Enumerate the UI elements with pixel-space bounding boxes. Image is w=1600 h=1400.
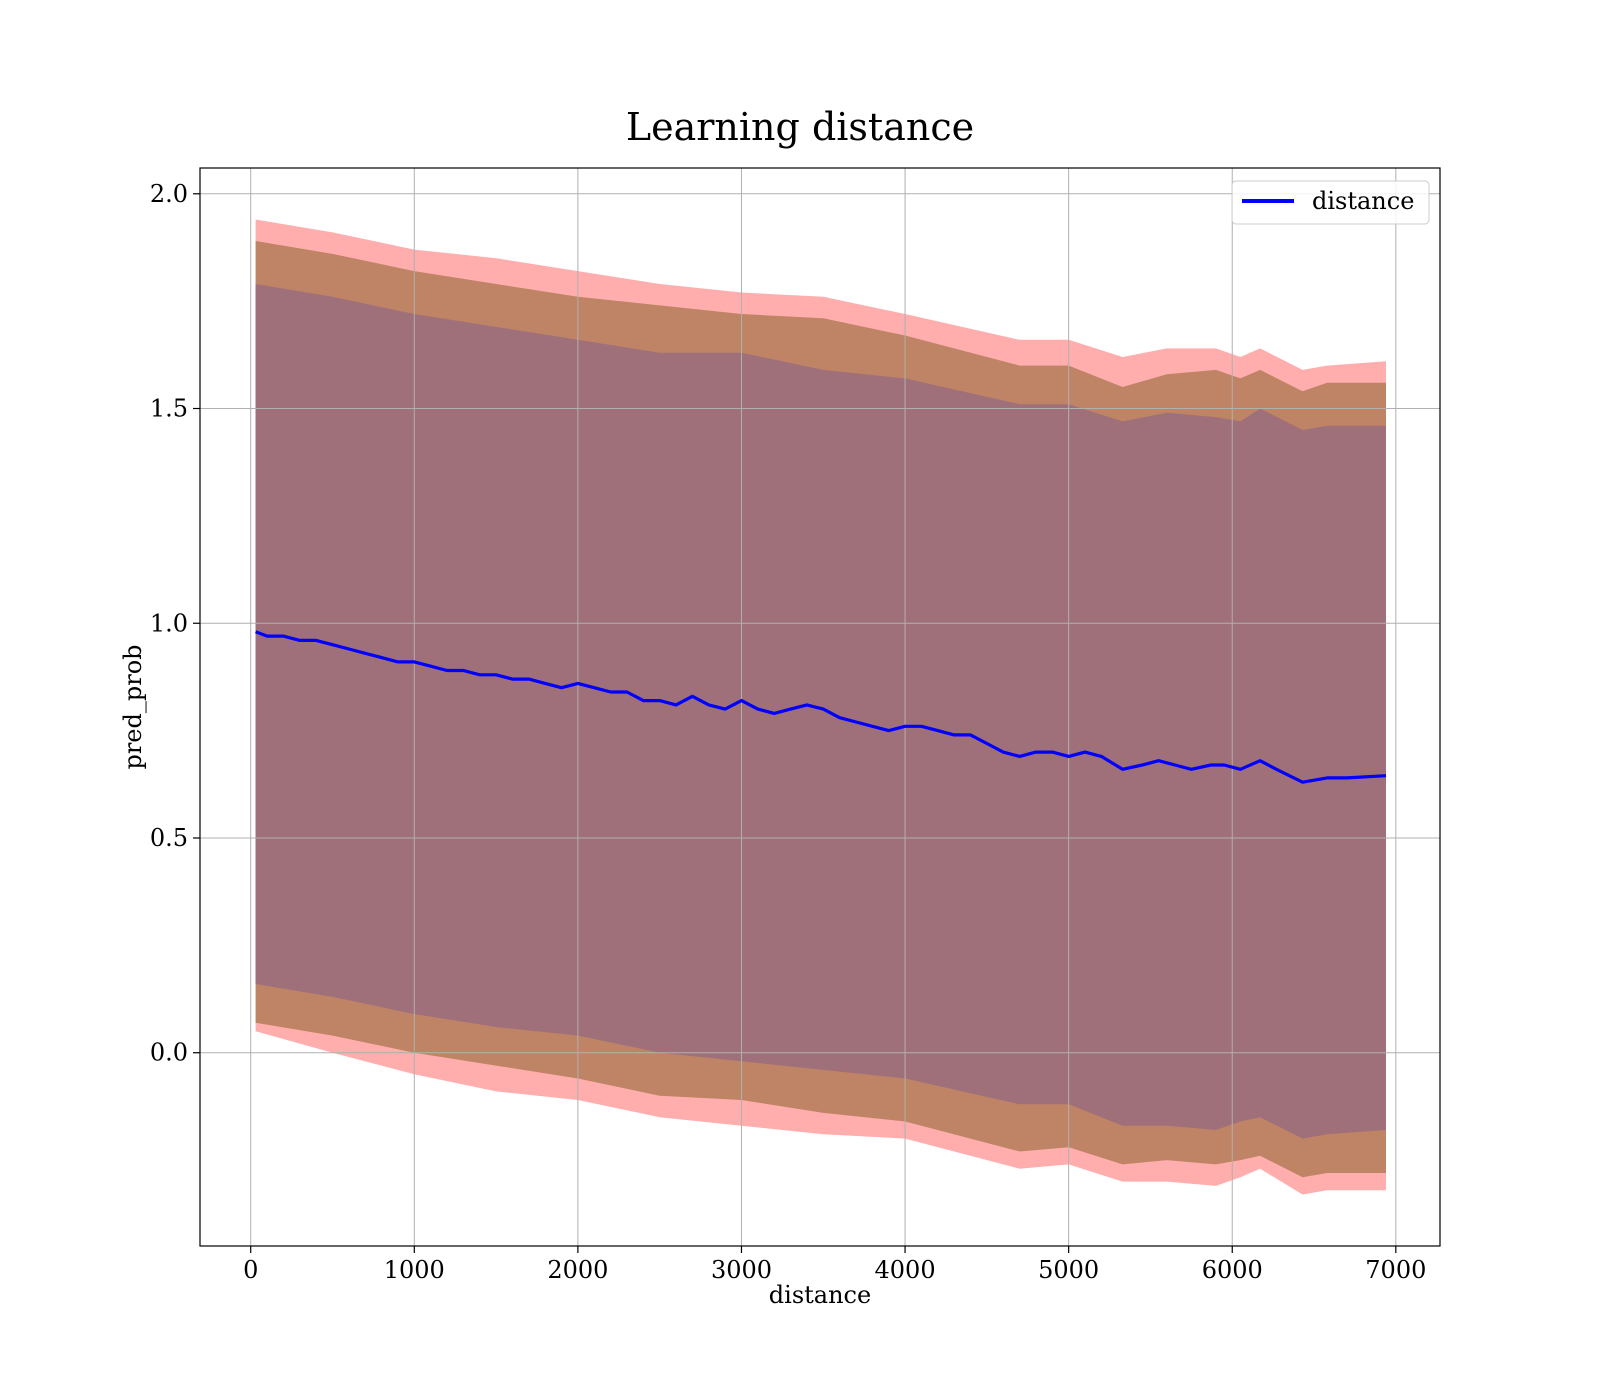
series-lines	[255, 630, 1387, 784]
x-tick-label: 0	[243, 1256, 258, 1284]
legend-label-distance: distance	[1312, 187, 1414, 215]
confidence-bands	[255, 219, 1387, 1195]
x-tick-label: 6000	[1202, 1256, 1263, 1284]
x-tick-label: 3000	[711, 1256, 772, 1284]
y-tick-label: 2.0	[150, 180, 188, 208]
x-tick-label: 4000	[875, 1256, 936, 1284]
x-tick-label: 2000	[547, 1256, 608, 1284]
grid-lines	[200, 168, 1440, 1246]
y-tick-label: 1.5	[150, 395, 188, 423]
y-axis-ticks: 0.0 0.5 1.0 1.5 2.0	[150, 180, 200, 1067]
chart-title: Learning distance	[626, 105, 974, 149]
legend: distance	[1231, 180, 1430, 225]
y-tick-label: 0.0	[150, 1039, 188, 1067]
plot-frame	[199, 167, 1441, 1247]
series-line-distance	[255, 630, 1387, 784]
x-axis-ticks: 0 1000 2000 3000 4000 5000 6000 7000	[243, 1246, 1426, 1284]
x-tick-label: 7000	[1365, 1256, 1426, 1284]
band-inner	[255, 284, 1387, 1139]
x-axis-label: distance	[769, 1281, 871, 1309]
y-tick-label: 1.0	[150, 609, 188, 637]
y-tick-label: 0.5	[150, 824, 188, 852]
x-tick-label: 5000	[1038, 1256, 1099, 1284]
legend-box	[1231, 180, 1430, 225]
x-tick-label: 1000	[384, 1256, 445, 1284]
y-axis-label: pred_prob	[119, 644, 147, 769]
